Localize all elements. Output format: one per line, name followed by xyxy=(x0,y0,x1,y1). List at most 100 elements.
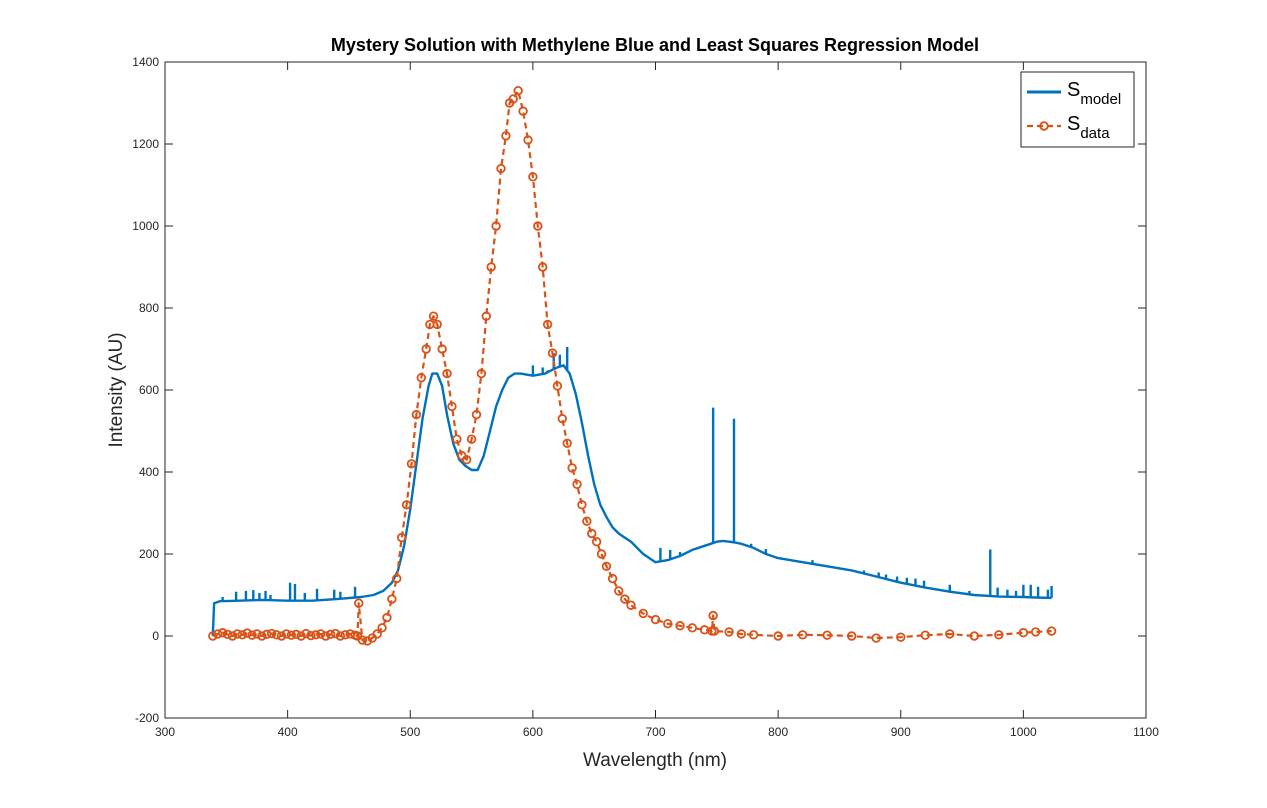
data-point-s-data xyxy=(537,262,548,272)
y-axis-label: Intensity (AU) xyxy=(106,332,127,447)
data-point-s-data xyxy=(271,630,282,640)
data-point-s-data xyxy=(582,516,592,526)
data-point-s-data xyxy=(542,319,553,330)
data-point-s-data xyxy=(340,630,350,640)
data-point-s-data xyxy=(372,629,382,639)
legend-label-s-model: Smodel xyxy=(1067,79,1121,108)
data-point-s-data xyxy=(675,621,685,631)
legend-marker-s-data xyxy=(1039,121,1049,131)
y-tick-label: 400 xyxy=(139,465,159,479)
data-point-s-data xyxy=(620,594,630,604)
legend-box xyxy=(1020,71,1135,148)
data-point-s-data xyxy=(587,528,597,539)
data-point-s-data xyxy=(471,409,482,420)
data-point-s-data xyxy=(306,630,316,641)
data-point-s-data xyxy=(687,623,697,633)
data-point-s-data xyxy=(452,434,462,444)
y-tick-label: 1200 xyxy=(132,137,159,151)
data-point-s-data xyxy=(247,630,257,640)
data-point-s-data xyxy=(822,630,832,640)
data-point-s-data xyxy=(316,629,326,639)
data-point-s-data xyxy=(382,612,392,623)
data-point-s-data xyxy=(377,623,387,633)
data-point-s-data xyxy=(437,344,447,354)
data-point-s-data xyxy=(335,631,346,641)
data-point-s-data xyxy=(847,631,857,641)
chart-title: Mystery Solution with Methylene Blue and… xyxy=(331,35,979,55)
data-point-s-data xyxy=(406,459,417,469)
data-point-s-data xyxy=(1018,628,1029,638)
data-point-s-data xyxy=(320,631,331,641)
data-point-s-data xyxy=(572,479,582,489)
data-point-s-data xyxy=(242,628,252,638)
data-point-s-data xyxy=(481,311,491,321)
data-point-s-data xyxy=(401,500,412,510)
data-point-s-data xyxy=(466,434,477,444)
plot-background xyxy=(165,62,1146,718)
data-point-s-data xyxy=(552,381,563,391)
plot-area: 300 400 500 600 700 800 900 1000 1100 -200 0 200 400… xyxy=(132,55,1159,739)
data-point-s-data xyxy=(994,630,1004,640)
data-point-s-data xyxy=(491,221,501,231)
data-point-s-data xyxy=(650,614,661,625)
data-point-s-data xyxy=(387,594,397,604)
x-tick-label: 600 xyxy=(523,725,543,739)
data-point-s-data xyxy=(325,629,336,640)
data-point-s-data xyxy=(421,344,431,354)
legend-label-s-data-sub: data xyxy=(1080,125,1110,142)
data-point-s-data xyxy=(432,319,442,330)
series-line-s-data xyxy=(212,89,1052,643)
data-point-s-data xyxy=(357,635,368,645)
data-point-s-data xyxy=(476,368,487,379)
data-point-s-data xyxy=(562,438,572,448)
data-point-s-data xyxy=(567,463,577,473)
x-tick-label: 1100 xyxy=(1133,725,1159,739)
legend-label-s-data: Sdata xyxy=(1067,113,1110,142)
data-point-s-data xyxy=(281,629,292,639)
data-point-s-data xyxy=(518,106,528,116)
data-point-s-data xyxy=(607,573,618,584)
y-tick-label: 200 xyxy=(139,547,159,561)
data-point-s-data xyxy=(708,610,718,621)
data-point-s-data xyxy=(1046,626,1057,636)
data-point-s-data xyxy=(773,631,783,641)
data-point-s-data xyxy=(638,608,648,619)
data-point-s-data xyxy=(286,630,297,640)
x-tick-label: 1000 xyxy=(1010,725,1037,739)
x-axis-label: Wavelength (nm) xyxy=(583,750,727,771)
legend-label-s-data-main: S xyxy=(1067,113,1080,135)
data-point-s-data xyxy=(222,629,233,640)
data-point-s-data xyxy=(591,537,602,547)
data-point-s-data xyxy=(257,631,267,641)
data-point-s-data xyxy=(227,631,238,641)
legend: Smodel Sdata xyxy=(1020,71,1135,148)
plot-frame xyxy=(164,61,1147,719)
data-point-s-data xyxy=(663,619,673,629)
data-point-s-data xyxy=(416,373,426,383)
data-point-s-data xyxy=(724,627,734,637)
data-point-s-data xyxy=(748,630,759,640)
data-point-s-data xyxy=(276,631,287,641)
x-tick-label: 800 xyxy=(768,725,788,739)
data-point-s-data xyxy=(577,500,587,510)
data-point-s-data xyxy=(709,626,720,636)
data-point-s-data xyxy=(262,629,272,640)
data-point-s-data xyxy=(354,598,364,608)
data-point-s-data xyxy=(213,629,223,639)
y-tick-label: -200 xyxy=(135,711,159,725)
data-point-s-data xyxy=(442,368,452,379)
data-point-s-data xyxy=(945,629,955,639)
data-point-s-data xyxy=(523,135,533,145)
data-point-s-data xyxy=(291,629,301,640)
data-point-s-data xyxy=(392,573,402,584)
y-tick-label: 0 xyxy=(152,629,159,643)
data-point-s-data xyxy=(232,629,243,639)
data-point-s-data xyxy=(428,311,439,321)
data-point-s-data xyxy=(871,633,881,643)
data-point-s-data xyxy=(508,94,518,104)
data-point-s-data xyxy=(301,628,311,639)
data-point-s-data xyxy=(486,262,496,272)
data-point-s-data xyxy=(252,629,262,639)
data-point-s-data xyxy=(217,628,228,638)
